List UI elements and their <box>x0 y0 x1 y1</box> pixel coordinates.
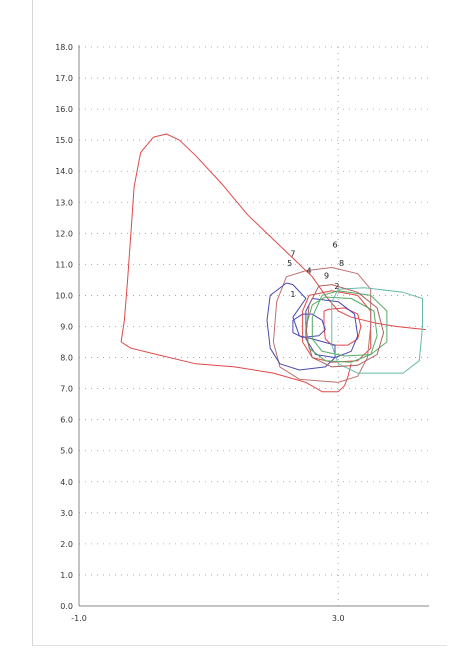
y-tick-label: 6.0 <box>60 416 73 425</box>
y-tick-label: 16.0 <box>55 105 73 114</box>
loop-label-9: 9 <box>324 271 329 280</box>
loop-label-8: 8 <box>339 259 344 268</box>
loop-label-1: 1 <box>290 290 295 299</box>
loop-label-5: 5 <box>287 259 292 268</box>
x-tick-label: 3.0 <box>332 614 345 623</box>
loop-labels: 1 2 4 5 6 7 8 9 <box>287 240 344 299</box>
series-line-11 <box>305 284 385 368</box>
series-line-9 <box>305 296 378 363</box>
axes: 0.01.02.03.04.05.06.07.08.09.010.011.012… <box>55 43 429 623</box>
loop-label-7: 7 <box>290 250 295 259</box>
series-line-4 <box>272 267 372 383</box>
y-tick-label: 0.0 <box>60 602 73 611</box>
series-line-6 <box>292 313 326 338</box>
y-tick-label: 10.0 <box>55 291 73 300</box>
y-tick-label: 14.0 <box>55 167 73 176</box>
y-tick-label: 8.0 <box>60 354 73 363</box>
pressure-volume-loop-chart: 0.01.02.03.04.05.06.07.08.09.010.011.012… <box>55 43 429 623</box>
y-tick-label: 15.0 <box>55 136 73 145</box>
loop-label-6: 6 <box>332 240 337 249</box>
y-tick-label: 3.0 <box>60 509 73 518</box>
y-tick-label: 13.0 <box>55 198 73 207</box>
series-line-3 <box>302 290 372 363</box>
y-tick-label: 17.0 <box>55 74 73 83</box>
series-line-2 <box>323 307 362 346</box>
y-tick-label: 7.0 <box>60 385 73 394</box>
y-tick-label: 18.0 <box>55 43 73 52</box>
y-tick-label: 1.0 <box>60 571 73 580</box>
loop-label-4: 4 <box>307 267 312 276</box>
grid <box>79 46 429 606</box>
series-layer <box>120 133 426 393</box>
y-tick-label: 5.0 <box>60 447 73 456</box>
loop-label-2: 2 <box>334 282 339 291</box>
y-tick-label: 4.0 <box>60 478 73 487</box>
chart-frame: 0.0 1.0 2.0 3.0 4.0 5.0 6.0 7.0 8.0 9.0 10.0 11.0 12… <box>32 0 447 646</box>
series-line-1 <box>120 133 426 393</box>
y-tick-label: 2.0 <box>60 540 73 549</box>
y-tick-label: 12.0 <box>55 229 73 238</box>
x-tick-label: -1.0 <box>71 614 87 623</box>
series-line-10 <box>331 287 423 374</box>
y-tick-label: 9.0 <box>60 323 73 332</box>
y-tick-label: 11.0 <box>55 260 73 269</box>
